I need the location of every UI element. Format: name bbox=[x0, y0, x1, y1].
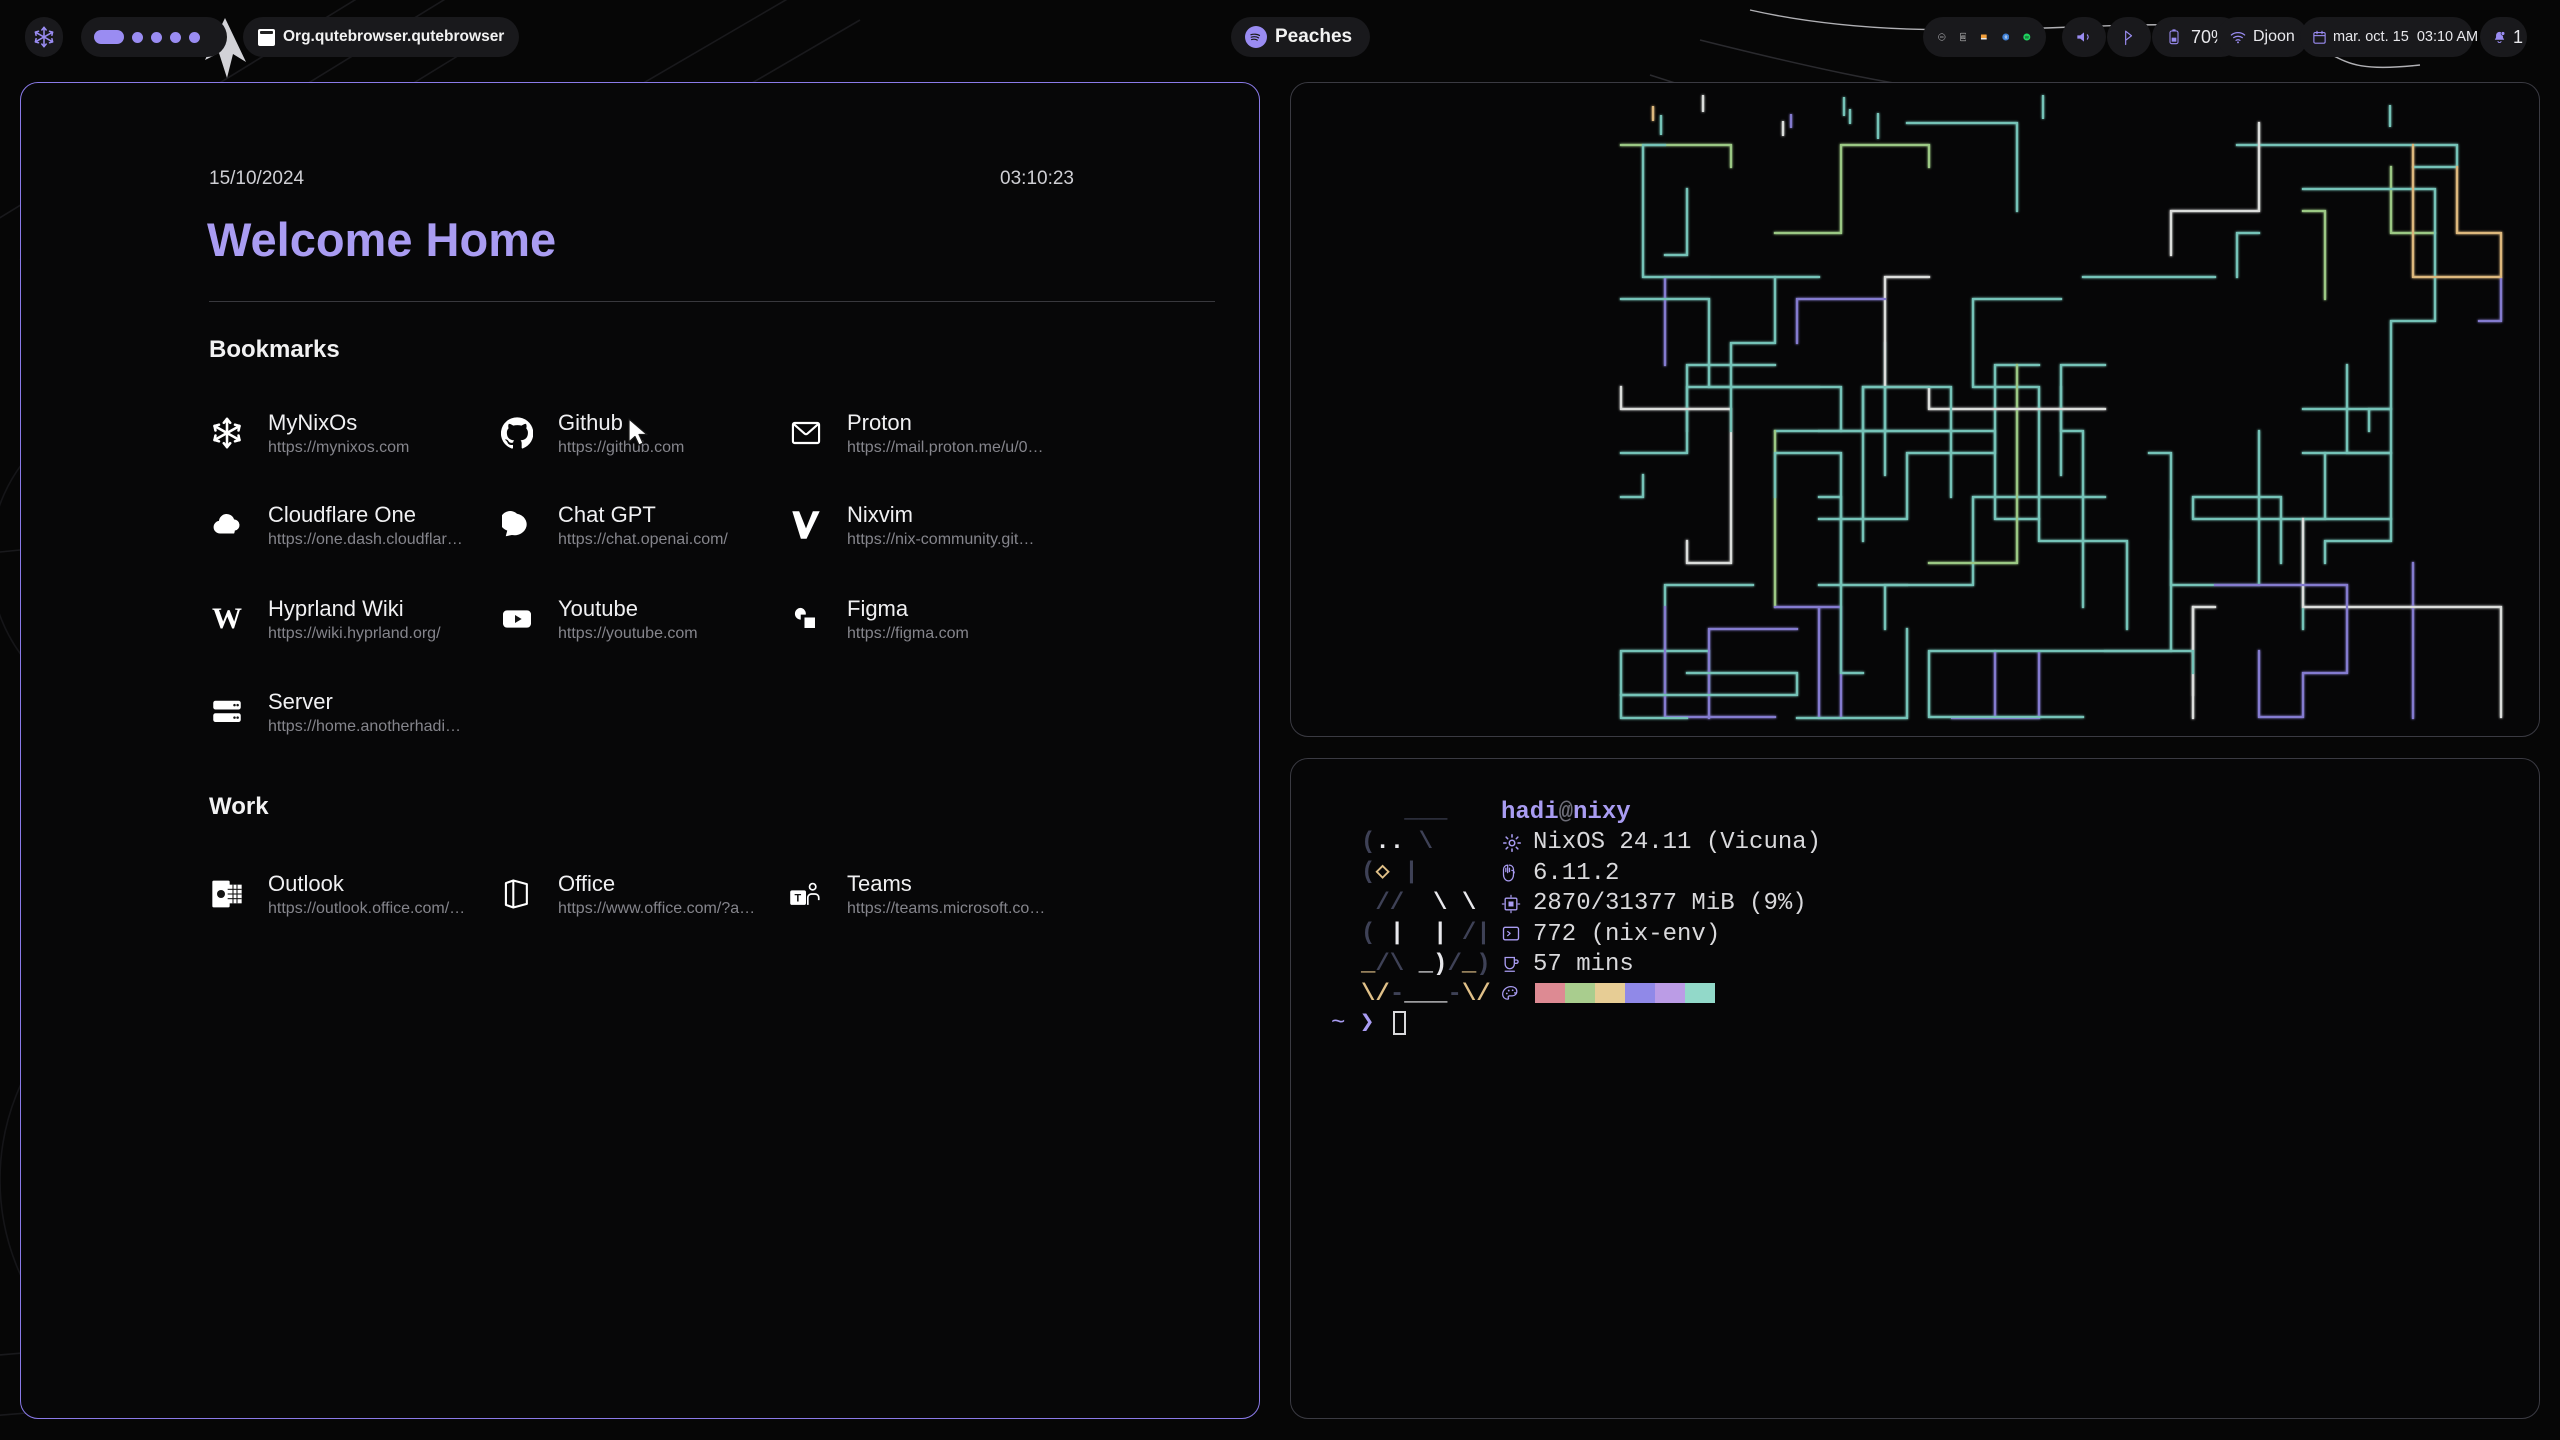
svg-text:T: T bbox=[795, 892, 802, 904]
